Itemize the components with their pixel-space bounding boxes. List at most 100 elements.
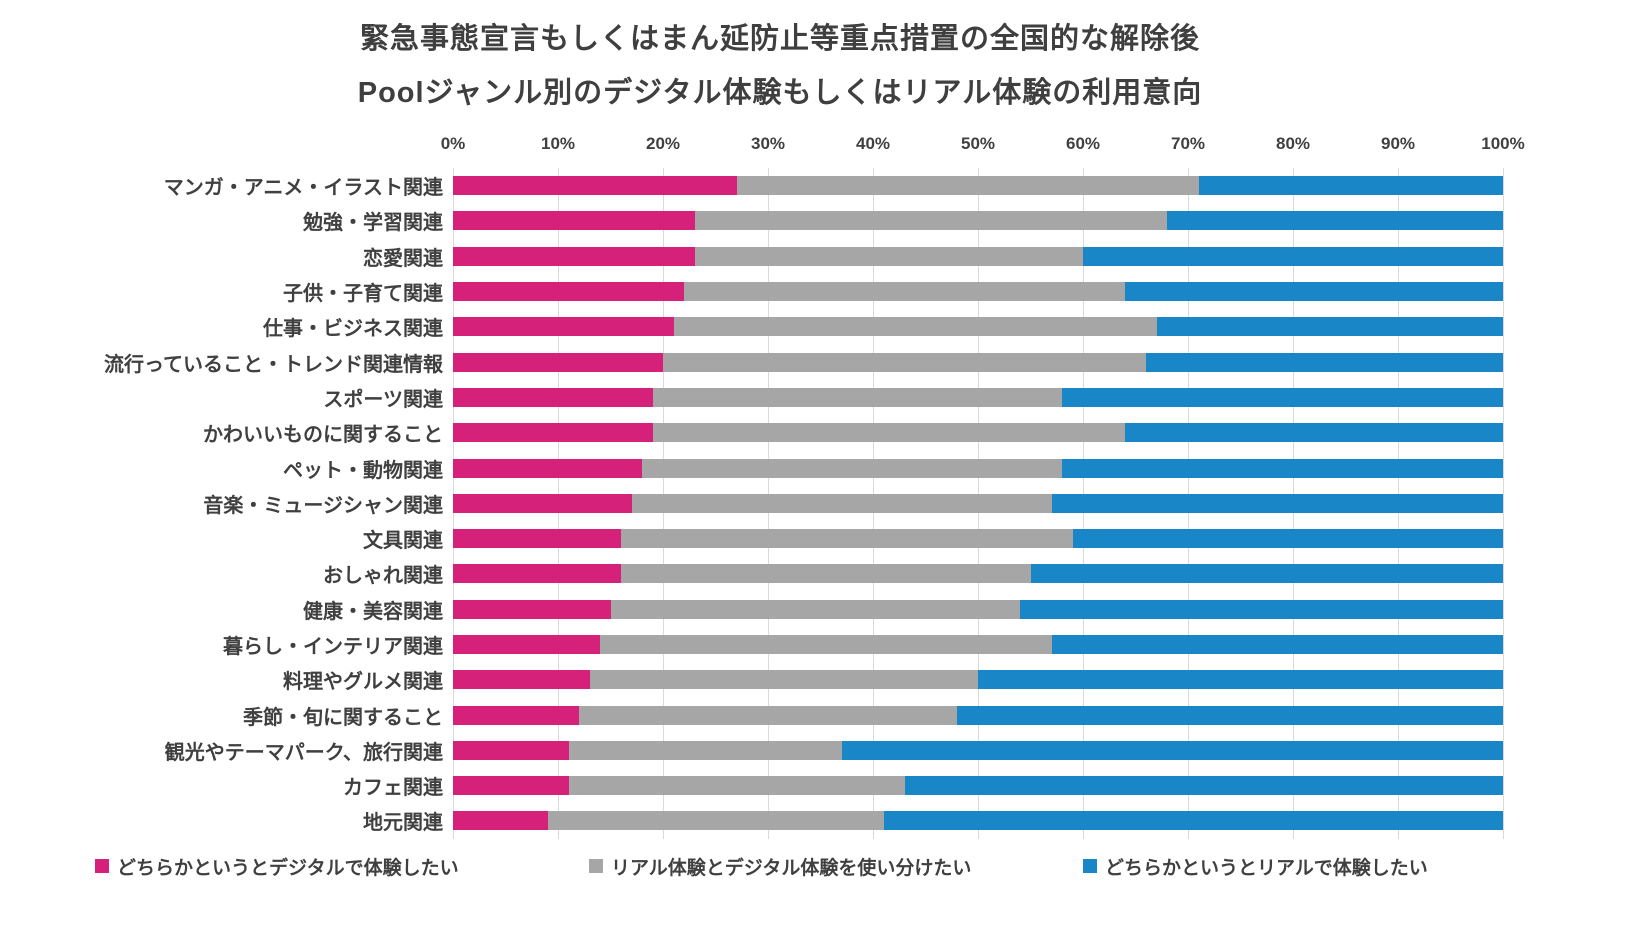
- stacked-bar: [453, 635, 1503, 654]
- bar-segment-digital: [453, 705, 579, 725]
- legend-swatch: [589, 859, 603, 874]
- bar-segment-digital: [453, 529, 621, 549]
- stacked-bar-chart: 0% 10% 20% 30% 40% 50% 60% 70% 80% 90% 100% マンガ・アニ…: [0, 128, 1646, 839]
- chart-title: 緊急事態宣言もしくはまん延防止等重点措置の全国的な解除後 Poolジャンル別のデ…: [0, 0, 1560, 120]
- category-label: スポーツ関連: [323, 388, 443, 411]
- tick-label: 70%: [1170, 134, 1206, 153]
- bar-segment-digital: [453, 599, 611, 619]
- bar-segment-real: [883, 811, 1503, 831]
- bar-segment-both: [663, 352, 1146, 372]
- category-label: 文具関連: [363, 530, 443, 553]
- tick-label: 30%: [750, 134, 786, 153]
- category-label: 暮らし・インテリア関連: [223, 636, 443, 658]
- legend-swatch: [1083, 859, 1097, 874]
- bar-segment-both: [694, 211, 1167, 231]
- bar-row: [453, 697, 1503, 732]
- bar-segment-digital: [453, 740, 569, 760]
- bar-segment-digital: [453, 776, 569, 796]
- stacked-bar: [453, 176, 1503, 196]
- category-label: マンガ・アニメ・イラスト関連: [163, 177, 443, 200]
- category-label: 健康・美容関連: [303, 600, 443, 623]
- stacked-bar: [453, 317, 1503, 337]
- bar-segment-both: [652, 387, 1062, 407]
- bar-row: [453, 239, 1503, 274]
- bar-segment-both: [600, 635, 1052, 654]
- plot-area: [452, 168, 1504, 839]
- category-label: かわいいものに関すること: [203, 424, 443, 447]
- bar-row: [453, 203, 1503, 238]
- bar-row: [453, 521, 1503, 556]
- bar-segment-both: [736, 176, 1199, 196]
- bar-segment-digital: [453, 211, 695, 231]
- bar-row: [453, 486, 1503, 521]
- bar-row: [453, 274, 1503, 309]
- category-label: 仕事・ビジネス関連: [263, 318, 443, 341]
- stacked-bar: [453, 423, 1503, 443]
- legend-item-digital: どちらかというとデジタルで体験したい: [95, 853, 589, 880]
- bar-row: [453, 627, 1503, 662]
- bar-row: [453, 768, 1503, 803]
- bar-row: [453, 556, 1503, 591]
- category-label: 観光やテーマパーク、旅行関連: [164, 741, 443, 764]
- category-label: 季節・旬に関すること: [243, 706, 443, 729]
- bar-row: [453, 168, 1503, 203]
- stacked-bar: [453, 740, 1503, 760]
- bar-segment-real: [957, 705, 1503, 725]
- bar-row: [453, 380, 1503, 415]
- bar-segment-both: [621, 529, 1073, 549]
- bar-segment-both: [547, 811, 884, 831]
- bar-segment-real: [1062, 387, 1503, 407]
- bar-rows: [453, 168, 1503, 839]
- bar-segment-digital: [453, 246, 695, 266]
- stacked-bar: [453, 564, 1503, 584]
- bar-segment-digital: [453, 352, 663, 372]
- gridline: [1502, 168, 1504, 839]
- stacked-bar: [453, 705, 1503, 725]
- bar-segment-digital: [453, 811, 548, 831]
- category-labels: マンガ・アニメ・イラスト関連 勉強・学習関連 恋愛関連 子供・子育て関連 仕事・ビジネス…: [0, 168, 453, 839]
- bar-segment-digital: [453, 635, 600, 654]
- tick-label: 90%: [1380, 134, 1416, 153]
- legend-swatch: [95, 859, 109, 874]
- stacked-bar: [453, 282, 1503, 302]
- stacked-bar: [453, 529, 1503, 549]
- category-label: カフェ関連: [343, 777, 443, 800]
- bar-segment-both: [621, 564, 1031, 584]
- category-label: 恋愛関連: [363, 247, 443, 270]
- category-label: 地元関連: [363, 812, 443, 835]
- stacked-bar: [453, 387, 1503, 407]
- bar-segment-both: [589, 670, 978, 690]
- bar-segment-digital: [453, 564, 621, 584]
- bar-segment-real: [1167, 211, 1503, 231]
- legend-label: どちらかというとデジタルで体験したい: [117, 857, 459, 879]
- bar-segment-digital: [453, 670, 590, 690]
- bar-row: [453, 415, 1503, 450]
- tick-label: 100%: [1481, 134, 1525, 153]
- tick-label: 60%: [1065, 134, 1101, 153]
- tick-label: 50%: [960, 134, 996, 153]
- bar-segment-real: [1156, 317, 1503, 337]
- bar-segment-both: [568, 740, 842, 760]
- legend-label: どちらかというとリアルで体験したい: [1105, 857, 1428, 879]
- bar-segment-both: [610, 599, 1020, 619]
- bar-segment-real: [841, 740, 1503, 760]
- category-label: 料理やグルメ関連: [283, 671, 443, 694]
- bar-row: [453, 450, 1503, 485]
- bar-row: [453, 309, 1503, 344]
- bar-segment-real: [1146, 352, 1503, 372]
- bar-segment-digital: [453, 493, 632, 513]
- bar-segment-real: [1125, 423, 1503, 443]
- bar-row: [453, 662, 1503, 697]
- category-label: 子供・子育て関連: [283, 283, 443, 306]
- bar-row: [453, 344, 1503, 379]
- bar-segment-real: [904, 776, 1503, 796]
- x-axis: 0% 10% 20% 30% 40% 50% 60% 70% 80% 90% 100%: [441, 128, 1525, 168]
- bar-segment-both: [684, 282, 1125, 302]
- bar-segment-real: [1051, 635, 1503, 654]
- axis-corner: [0, 128, 453, 168]
- category-label: ペット・動物関連: [283, 459, 443, 482]
- bar-segment-both: [579, 705, 957, 725]
- chart-title-line1: 緊急事態宣言もしくはまん延防止等重点措置の全国的な解除後: [359, 23, 1200, 55]
- category-label: おしゃれ関連: [323, 565, 443, 588]
